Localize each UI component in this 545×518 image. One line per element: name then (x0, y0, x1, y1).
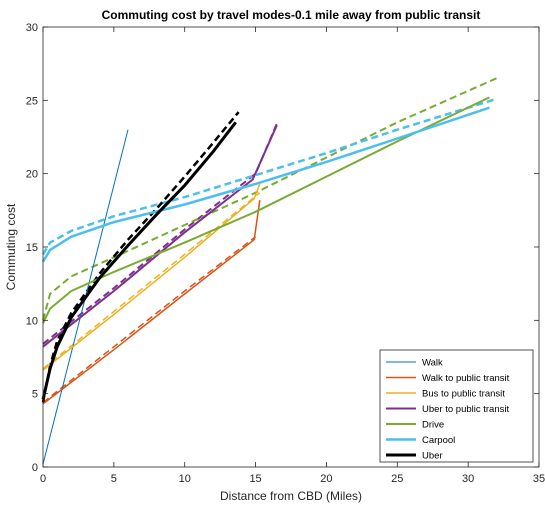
series-line-uber (41, 121, 237, 400)
series-lines (41, 77, 497, 465)
y-tick-label: 30 (26, 22, 38, 34)
y-tick-label: 25 (26, 95, 38, 107)
dashed-series-line (42, 77, 497, 321)
series-line-carpool (41, 106, 490, 263)
dashed-series-line (41, 97, 497, 255)
y-tick-label: 20 (26, 169, 38, 181)
legend-label: Walk (422, 358, 443, 369)
x-ticks: 0 5 10 15 20 25 30 35 (40, 27, 545, 485)
y-tick-label: 0 (32, 462, 38, 474)
x-tick-label: 30 (462, 473, 474, 485)
y-axis-label: Commuting cost (4, 203, 18, 290)
y-tick-label: 5 (32, 389, 38, 401)
legend: Walk Walk to public transit Bus to public … (379, 349, 534, 463)
dashed-series-line (42, 236, 257, 404)
legend-items: Walk Walk to public transit Bus to public … (386, 358, 510, 462)
x-tick-label: 10 (179, 473, 191, 485)
x-tick-label: 20 (320, 473, 332, 485)
x-tick-label: 0 (40, 473, 46, 485)
y-tick-label: 15 (26, 242, 38, 254)
x-axis-label: Distance from CBD (Miles) (220, 489, 362, 503)
chart-title: Commuting cost by travel modes-0.1 mile … (102, 8, 481, 22)
y-ticks: 0 5 10 15 20 25 30 (26, 22, 539, 474)
dashed-series-line (42, 192, 261, 370)
x-tick-label: 15 (249, 473, 261, 485)
x-tick-label: 5 (111, 473, 117, 485)
series-line-drive (42, 96, 490, 324)
series-line-bus-to-public-transit (42, 183, 261, 371)
legend-label: Uber (422, 451, 443, 462)
legend-label: Bus to public transit (422, 389, 505, 400)
legend-label: Walk to public transit (422, 373, 510, 384)
y-tick-label: 10 (26, 315, 38, 327)
legend-label: Drive (422, 420, 444, 431)
legend-label: Carpool (422, 435, 455, 446)
legend-label: Uber to public transit (422, 404, 509, 415)
series-line-uber-to-public-transit (42, 124, 278, 348)
x-tick-label: 35 (533, 473, 545, 485)
x-tick-label: 25 (391, 473, 403, 485)
legend-box (379, 349, 534, 463)
series-line-walk-to-public-transit (42, 199, 261, 405)
